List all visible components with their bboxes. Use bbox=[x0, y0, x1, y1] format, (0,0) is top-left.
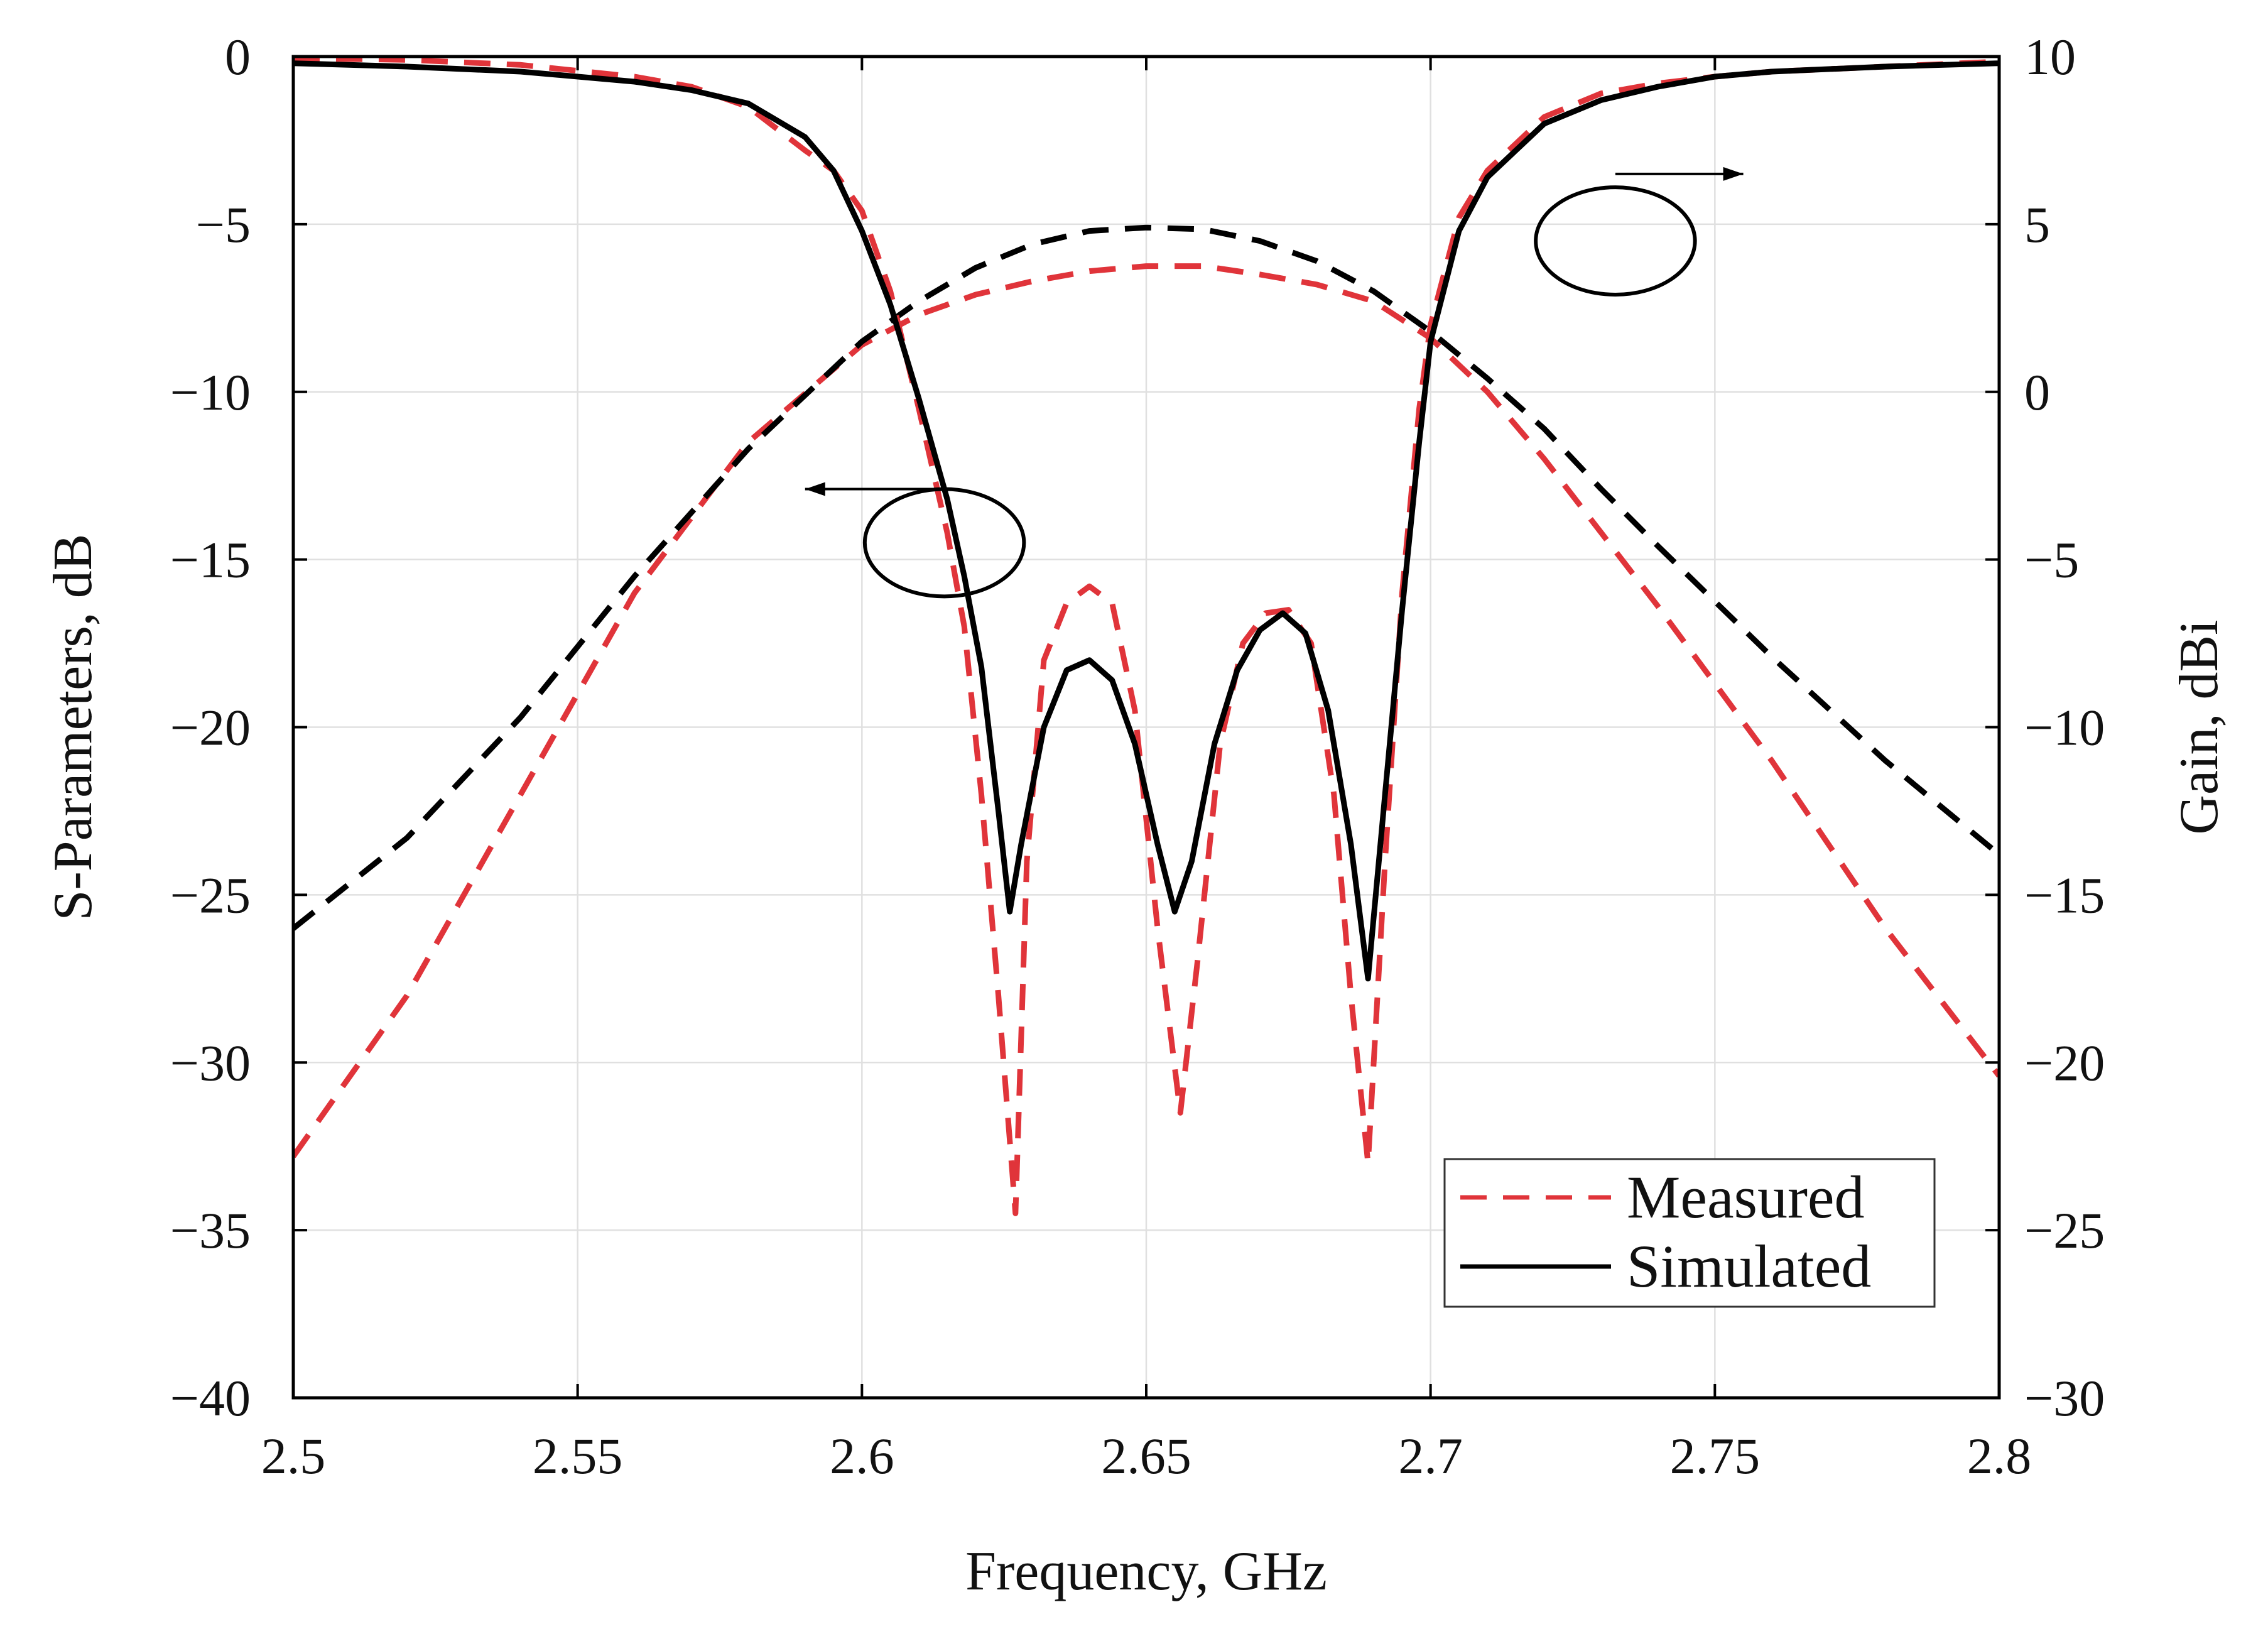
y-left-tick-label: 0 bbox=[225, 28, 251, 85]
x-tick-label: 2.65 bbox=[1101, 1427, 1191, 1485]
y-left-tick-label: −15 bbox=[170, 531, 251, 589]
series-clip-group bbox=[293, 57, 1999, 1216]
x-tick-label: 2.55 bbox=[533, 1427, 623, 1485]
y-left-tick-label: −10 bbox=[170, 364, 251, 421]
y-right-tick-label: −5 bbox=[2024, 531, 2079, 589]
x-axis-title: Frequency, GHz bbox=[965, 1541, 1327, 1602]
y-right-tick-label: −15 bbox=[2024, 866, 2105, 923]
series-line-simulated-s11 bbox=[293, 60, 1999, 982]
legend: Measured Simulated bbox=[1443, 1158, 1936, 1308]
annotation-arrowhead-right bbox=[1723, 166, 1744, 181]
series-line-simulated-gain bbox=[293, 224, 1999, 931]
y-right-tick-label: 5 bbox=[2024, 196, 2050, 253]
grid bbox=[292, 55, 2000, 1399]
y-left-tick-label: −40 bbox=[170, 1370, 251, 1427]
legend-label-simulated: Simulated bbox=[1627, 1233, 1871, 1300]
y-left-tick-label: −35 bbox=[170, 1202, 251, 1259]
y-axis-left-title: S-Parameters, dB bbox=[43, 534, 104, 921]
y-left-tick-label: −25 bbox=[170, 866, 251, 923]
y-right-tick-label: 10 bbox=[2024, 28, 2076, 85]
y-right-tick-label: 0 bbox=[2024, 364, 2050, 421]
legend-box bbox=[1443, 1158, 1936, 1308]
annotation-arrowhead-left bbox=[805, 482, 825, 496]
y-right-tick-label: −30 bbox=[2024, 1370, 2105, 1427]
y-left-tick-label: −5 bbox=[196, 196, 251, 253]
x-tick-label: 2.5 bbox=[261, 1427, 326, 1485]
x-tick-label: 2.75 bbox=[1670, 1427, 1761, 1485]
y-right-tick-label: −10 bbox=[2024, 699, 2105, 756]
y-left-tick-label: −20 bbox=[170, 699, 251, 756]
annotation-ellipse-right bbox=[1534, 185, 1697, 297]
annotations bbox=[805, 166, 1744, 599]
x-tick-label: 2.8 bbox=[1967, 1427, 2032, 1485]
y-right-tick-label: −20 bbox=[2024, 1034, 2105, 1091]
y-left-tick-label: −30 bbox=[170, 1034, 251, 1091]
series-group bbox=[293, 57, 1999, 1216]
y-right-tick-label: −25 bbox=[2024, 1202, 2105, 1259]
x-tick-label: 2.7 bbox=[1398, 1427, 1463, 1485]
y-axis-right-title: Gain, dBi bbox=[2169, 619, 2230, 834]
axis-ticks: 2.5 2.55 2.6 2.65 2.7 2.75 2.8 0 −5 −10 −15 −20 −25 −… bbox=[170, 28, 2105, 1485]
legend-label-measured: Measured bbox=[1627, 1163, 1865, 1231]
x-tick-label: 2.6 bbox=[830, 1427, 894, 1485]
